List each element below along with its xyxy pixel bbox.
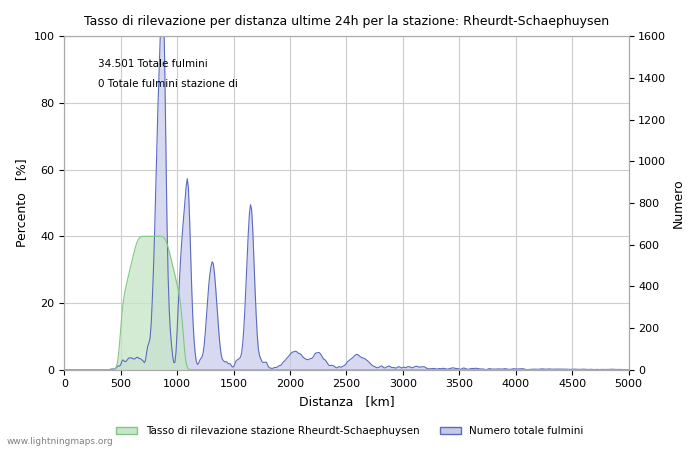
Text: 34.501 Totale fulmini: 34.501 Totale fulmini — [98, 59, 208, 69]
Text: www.lightningmaps.org: www.lightningmaps.org — [7, 436, 113, 446]
Legend: Tasso di rilevazione stazione Rheurdt-Schaephuysen, Numero totale fulmini: Tasso di rilevazione stazione Rheurdt-Sc… — [112, 422, 588, 440]
X-axis label: Distanza   [km]: Distanza [km] — [299, 395, 394, 408]
Title: Tasso di rilevazione per distanza ultime 24h per la stazione: Rheurdt-Schaephuys: Tasso di rilevazione per distanza ultime… — [84, 15, 609, 28]
Y-axis label: Numero: Numero — [672, 178, 685, 228]
Y-axis label: Percento   [%]: Percento [%] — [15, 158, 28, 247]
Text: 0 Totale fulmini stazione di: 0 Totale fulmini stazione di — [98, 80, 238, 90]
